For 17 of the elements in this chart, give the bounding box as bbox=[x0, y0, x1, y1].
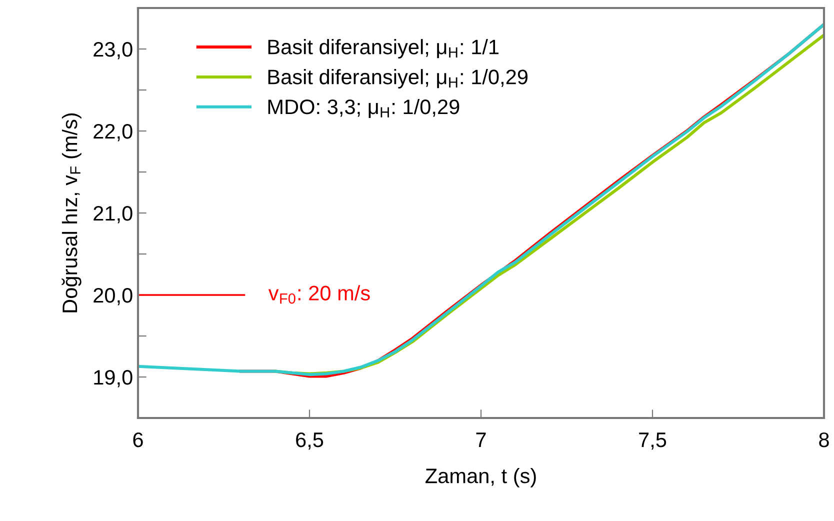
y-tick-label: 21,0 bbox=[94, 206, 132, 224]
y-tick-label: 19,0 bbox=[94, 370, 132, 388]
x-tick-label: 6,5 bbox=[296, 432, 324, 450]
x-axis-title: Zaman, t (s) bbox=[426, 468, 536, 488]
y-tick-label: 23,0 bbox=[94, 42, 132, 60]
y-tick-label: 20,0 bbox=[94, 288, 132, 306]
x-tick-label: 7 bbox=[476, 432, 486, 447]
y-axis-title: Doğrusal hız, v$_{F}$ (m/s) bbox=[62, 113, 82, 312]
legend-label: Basit diferansiyel; μ$_{H}$: 1/0,29 bbox=[268, 69, 528, 88]
x-tick-label: 6 bbox=[133, 432, 143, 448]
y-tick-label: 22,0 bbox=[94, 124, 132, 142]
x-tick-label: 8 bbox=[819, 432, 829, 448]
legend-label: MDO: 3,3; μ$_{H}$: 1/0,29 bbox=[268, 98, 460, 118]
line-series bbox=[138, 22, 824, 376]
legend-label: Basit diferansiyel; μ$_{H}$: 1/1 bbox=[268, 39, 499, 58]
x-tick-label: 7,5 bbox=[639, 432, 666, 450]
annotation: v$_{F0}$: 20 m/s bbox=[268, 285, 370, 304]
